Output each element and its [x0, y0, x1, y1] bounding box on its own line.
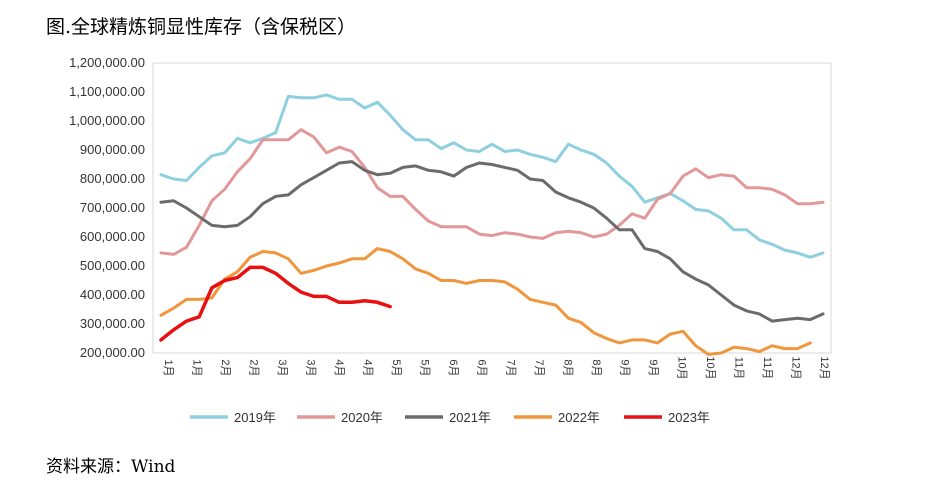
series-lines	[159, 93, 825, 356]
x-tick-label: 11月	[732, 357, 744, 379]
x-tick-label: 10月	[675, 356, 687, 379]
x-tick-label: 12月	[818, 356, 830, 379]
x-tick-label: 5月	[419, 359, 431, 376]
series-line-2023年	[159, 265, 392, 342]
series-line-2019年	[159, 93, 825, 259]
y-tick-label: 600,000.00	[80, 229, 145, 244]
x-axis: 1月 1月 2月 2月 3月 3月 4月 4月 5月 5月 6月 6月 7月 7月 8月 8月 9月 9月 10月 1…	[162, 356, 830, 379]
x-tick-label: 8月	[561, 359, 573, 376]
y-tick-label: 500,000.00	[80, 258, 145, 273]
x-tick-label: 3月	[305, 359, 317, 376]
y-tick-label: 400,000.00	[80, 287, 145, 302]
legend-label: 2019年	[234, 410, 276, 425]
x-tick-label: 9月	[618, 359, 630, 376]
x-tick-label: 7月	[533, 359, 545, 376]
x-tick-label: 9月	[647, 359, 659, 376]
y-axis: 1,200,000.00 1,100,000.00 1,000,000.00 900,…	[69, 55, 145, 360]
y-tick-label: 900,000.00	[80, 142, 145, 157]
legend-label: 2021年	[449, 410, 491, 425]
x-tick-label: 4月	[362, 359, 374, 376]
legend: 2019年 2020年 2021年 2022年 2023年	[190, 410, 710, 425]
x-tick-label: 6月	[476, 359, 488, 376]
chart-title: 图.全球精炼铜显性库存（含保税区）	[46, 16, 357, 38]
x-tick-label: 2月	[248, 359, 260, 376]
x-tick-label: 6月	[447, 359, 459, 376]
y-tick-label: 1,000,000.00	[69, 113, 145, 128]
y-tick-label: 1,200,000.00	[69, 55, 145, 70]
y-tick-label: 200,000.00	[80, 345, 145, 360]
x-tick-label: 11月	[761, 357, 773, 379]
x-tick-label: 4月	[333, 359, 345, 376]
x-tick-label: 1月	[162, 359, 174, 376]
series-line-2021年	[159, 160, 825, 323]
y-tick-label: 800,000.00	[80, 171, 145, 186]
x-tick-label: 1月	[191, 359, 203, 376]
series-line-2020年	[159, 128, 825, 256]
y-tick-label: 300,000.00	[80, 316, 145, 331]
y-tick-label: 700,000.00	[80, 200, 145, 215]
x-tick-label: 8月	[590, 359, 602, 376]
series-line-2022年	[159, 247, 812, 356]
legend-label: 2023年	[668, 410, 710, 425]
plot-area	[152, 62, 832, 354]
x-tick-label: 10月	[704, 356, 716, 379]
y-tick-label: 1,100,000.00	[69, 84, 145, 99]
legend-label: 2022年	[558, 410, 600, 425]
x-tick-label: 7月	[504, 359, 516, 376]
source-note: 资料来源：Wind	[46, 457, 176, 477]
legend-label: 2020年	[341, 410, 383, 425]
x-tick-label: 5月	[390, 359, 402, 376]
x-tick-label: 3月	[276, 359, 288, 376]
x-tick-label: 12月	[789, 356, 801, 379]
x-tick-label: 2月	[219, 359, 231, 376]
